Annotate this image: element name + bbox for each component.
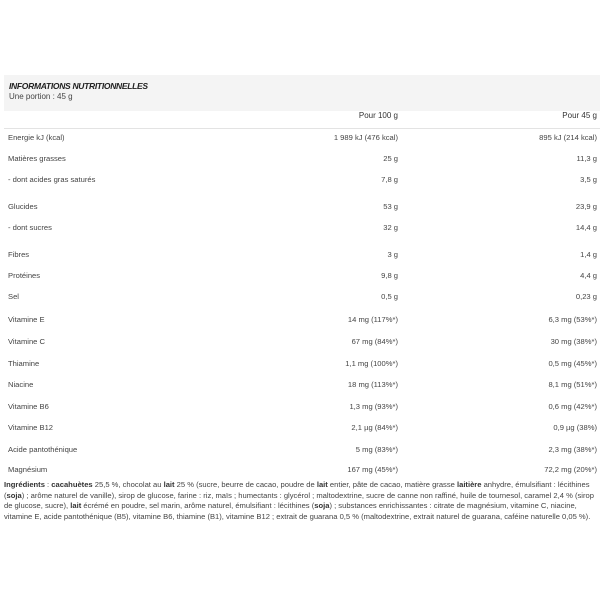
row-label: Sel (8, 292, 19, 301)
table-row: Magnésium 167 mg (45%*) 72,2 mg (20%*) (8, 465, 598, 477)
table-row: Matières grasses 25 g 11,3 g (8, 154, 598, 166)
value-per-100g: 3 g (387, 250, 398, 259)
ingredient-text: anhydre, émulsifiant : lécithines ( (4, 480, 590, 500)
value-per-portion: 14,4 g (575, 223, 597, 232)
value-per-100g: 1,3 mg (93%*) (349, 402, 398, 411)
row-label: Fibres (8, 250, 30, 259)
value-per-100g: 167 mg (45%*) (347, 465, 398, 474)
value-per-100g: 1,1 mg (100%*) (345, 359, 398, 368)
nutrition-header: INFORMATIONS NUTRITIONNELLES Une portion… (4, 75, 600, 111)
value-per-100g: 1 989 kJ (476 kcal) (333, 133, 398, 142)
ingredient-text: écrémé en poudre, sel marin, arôme natur… (81, 501, 315, 510)
row-label: Energie kJ (kcal) (8, 133, 65, 142)
table-row: Thiamine 1,1 mg (100%*) 0,5 mg (45%*) (8, 359, 598, 371)
value-per-portion: 23,9 g (575, 202, 597, 211)
ingredient-highlight: lait (70, 501, 82, 510)
ingredient-text: 25 % (sucre, beurre de cacao, poudre de (174, 480, 317, 489)
value-per-portion: 0,23 g (575, 292, 597, 301)
row-label: Magnésium (8, 465, 48, 474)
value-per-portion: 0,9 µg (38%) (553, 423, 597, 432)
ingredient-text: entier, pâte de cacao, matière grasse (327, 480, 457, 489)
row-label: - dont acides gras saturés (8, 175, 96, 184)
table-row: Niacine 18 mg (113%*) 8,1 mg (51%*) (8, 380, 598, 392)
row-label: Thiamine (8, 359, 40, 368)
row-label: Acide pantothénique (8, 445, 78, 454)
value-per-100g: 0,5 g (381, 292, 398, 301)
ingredient-highlight: laitière (456, 480, 482, 489)
divider (4, 128, 600, 129)
value-per-100g: 67 mg (84%*) (351, 337, 398, 346)
column-headers: Pour 100 g Pour 45 g (8, 111, 598, 123)
value-per-portion: 72,2 mg (20%*) (544, 465, 597, 474)
value-per-100g: 18 mg (113%*) (347, 380, 398, 389)
table-row: Protéines 9,8 g 4,4 g (8, 271, 598, 283)
value-per-portion: 6,3 mg (53%*) (548, 315, 597, 324)
table-row: Sel 0,5 g 0,23 g (8, 292, 598, 304)
value-per-100g: 53 g (383, 202, 398, 211)
table-row: Acide pantothénique 5 mg (83%*) 2,3 mg (38… (8, 445, 598, 457)
table-row: Glucides 53 g 23,9 g (8, 202, 598, 214)
ingredient-highlight: lait (316, 480, 328, 489)
value-per-100g: 9,8 g (381, 271, 398, 280)
value-per-portion: 0,5 mg (45%*) (548, 359, 597, 368)
value-per-100g: 2,1 µg (84%*) (351, 423, 398, 432)
value-per-100g: 14 mg (117%*) (347, 315, 398, 324)
ingredient-text: ) ; substances enrichissantes : citrate … (4, 501, 591, 521)
ingredient-highlight: soja (314, 501, 330, 510)
table-row: - dont acides gras saturés 7,8 g 3,5 g (8, 175, 598, 187)
table-row: Vitamine B12 2,1 µg (84%*) 0,9 µg (38%) (8, 423, 598, 435)
value-per-100g: 7,8 g (381, 175, 398, 184)
value-per-portion: 3,5 g (580, 175, 597, 184)
row-label: - dont sucres (8, 223, 52, 232)
row-label: Vitamine E (8, 315, 45, 324)
value-per-portion: 8,1 mg (51%*) (548, 380, 597, 389)
section-title: INFORMATIONS NUTRITIONNELLES (9, 81, 148, 91)
value-per-100g: 32 g (383, 223, 398, 232)
row-label: Vitamine B12 (8, 423, 54, 432)
row-label: Protéines (8, 271, 41, 280)
value-per-portion: 30 mg (38%*) (550, 337, 597, 346)
row-label: Matières grasses (8, 154, 66, 163)
ingredient-highlight: Ingrédients (4, 480, 45, 489)
value-per-portion: 895 kJ (214 kcal) (539, 133, 597, 142)
value-per-portion: 4,4 g (580, 271, 597, 280)
ingredient-text: 25,5 %, chocolat au (92, 480, 164, 489)
value-per-100g: 25 g (383, 154, 398, 163)
row-label: Niacine (8, 380, 34, 389)
value-per-portion: 11,3 g (576, 154, 597, 163)
table-row: Energie kJ (kcal) 1 989 kJ (476 kcal) 895 … (8, 133, 598, 145)
table-row: Vitamine C 67 mg (84%*) 30 mg (38%*) (8, 337, 598, 349)
ingredient-text: : (44, 480, 52, 489)
ingredient-highlight: lait (163, 480, 175, 489)
value-per-100g: 5 mg (83%*) (355, 445, 398, 454)
table-row: Vitamine B6 1,3 mg (93%*) 0,6 mg (42%*) (8, 402, 598, 414)
table-row: Fibres 3 g 1,4 g (8, 250, 598, 262)
value-per-portion: 2,3 mg (38%*) (548, 445, 597, 454)
portion-size: Une portion : 45 g (9, 92, 73, 101)
ingredient-highlight: soja (6, 490, 22, 500)
table-row: - dont sucres 32 g 14,4 g (8, 223, 598, 235)
row-label: Vitamine C (8, 337, 46, 346)
ingredients-text: Ingrédients : cacahuètes 25,5 %, chocola… (4, 480, 600, 522)
value-per-portion: 0,6 mg (42%*) (548, 402, 597, 411)
value-per-portion: 1,4 g (580, 250, 597, 259)
ingredient-text: ) ; arôme naturel de vanille), sirop de … (4, 490, 594, 511)
ingredient-highlight: cacahuètes (51, 480, 93, 489)
row-label: Vitamine B6 (8, 402, 49, 411)
column-per-100g: Pour 100 g (358, 111, 398, 120)
column-per-portion: Pour 45 g (562, 111, 597, 120)
table-row: Vitamine E 14 mg (117%*) 6,3 mg (53%*) (8, 315, 598, 327)
row-label: Glucides (8, 202, 38, 211)
